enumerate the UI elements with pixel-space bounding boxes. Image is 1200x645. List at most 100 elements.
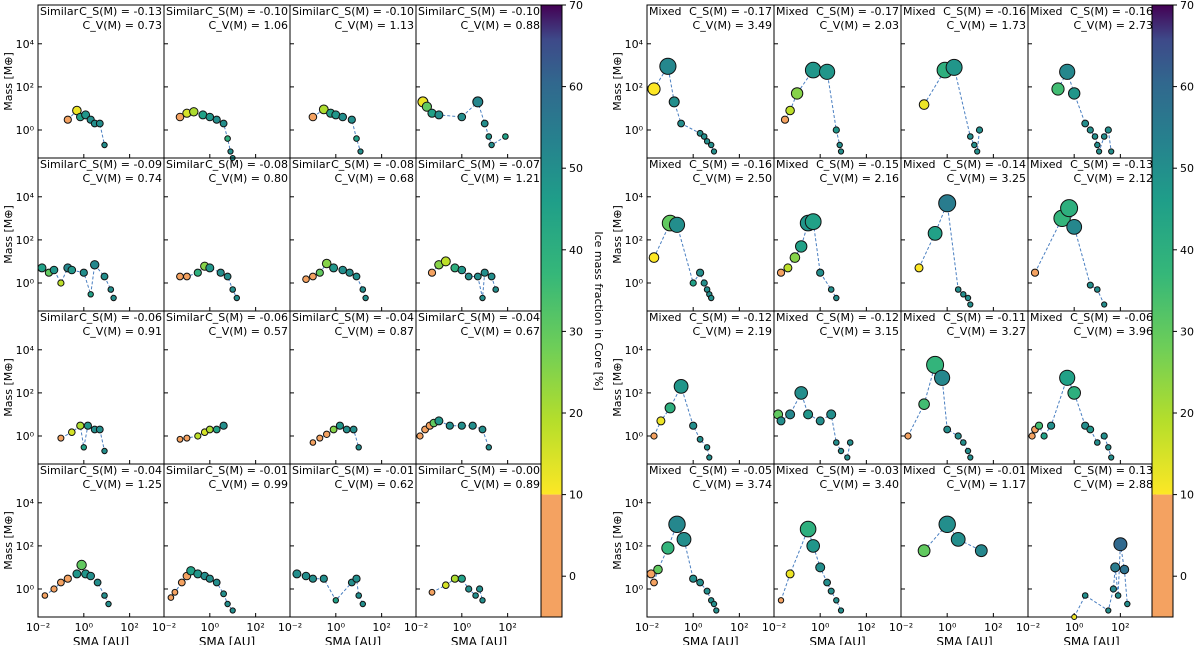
planet-point [785,569,795,579]
colorbar-below-segment [1152,494,1173,617]
colorbar-tick-label: 50 [569,162,583,175]
planet-point [706,454,713,461]
cs-value: C_S(M) = -0.01 [943,464,1026,477]
planet-point [472,592,479,599]
subplot: Mixed C_S(M) = -0.17C_V(M) = 2.03 [773,4,902,159]
planet-point [175,112,185,122]
planet-point [689,421,698,430]
cv-value: C_V(M) = 2.03 [820,19,899,32]
planet-point [1124,600,1131,608]
cv-value: C_V(M) = 0.87 [335,325,414,338]
planet-point [1047,421,1056,430]
planet-point [445,421,454,430]
category-label: Similar [166,311,205,324]
category-label: Mixed [776,311,808,324]
planet-point [194,432,202,440]
planet-point [833,439,840,446]
y-axis-label: Mass [M⊕] [611,52,624,110]
cs-value: C_S(M) = -0.03 [816,464,899,477]
planet-point [943,425,952,434]
planet-point [342,425,351,434]
planet-point [789,252,801,263]
planet-connector-line [918,201,971,305]
cv-value: C_V(M) = 1.21 [461,172,540,185]
cs-value: C_S(M) = -0.08 [205,158,288,171]
planet-point [664,402,676,414]
subplot: Mixed C_S(M) = -0.16C_V(M) = 2.73 [1027,4,1156,159]
planet-point [689,574,698,583]
category-label: Mixed [903,311,935,324]
planet-point [183,434,191,442]
planet-point [673,379,689,394]
planet-point [815,416,825,426]
planet-point [308,112,318,122]
y-tick-label: 10⁴ [625,38,644,51]
cs-value: C_S(M) = -0.12 [689,311,772,324]
category-label: Similar [418,5,457,18]
subplot: Mixed C_S(M) = -0.16C_V(M) = 1.73 [900,4,1029,159]
planet-point [479,294,486,302]
category-label: Similar [166,464,205,477]
planet-point [440,256,451,267]
planet-point [315,268,324,277]
planet-point [229,607,236,614]
planet-point [780,115,790,124]
planet-point [827,587,835,595]
planet-point [1105,444,1112,451]
planet-point [960,439,967,446]
planet-point [308,574,317,583]
planet-point [107,286,115,293]
x-tick-label: 10⁰ [327,621,346,634]
planet-point [212,425,221,434]
planet-point [823,578,831,587]
planet-point [1100,432,1108,440]
cv-value: C_V(M) = 0.73 [83,19,162,32]
planet-point [434,416,444,426]
cv-value: C_V(M) = 0.91 [83,325,162,338]
planet-point [332,597,339,604]
planet-point [934,369,951,386]
cs-value: C_S(M) = -0.12 [816,311,899,324]
category-label: Mixed [776,5,808,18]
category-label: Mixed [649,311,681,324]
cv-value: C_V(M) = 0.57 [209,325,288,338]
x-tick-label: 10⁰ [684,621,703,634]
y-tick-label: 10² [16,387,34,400]
planet-point [316,434,324,442]
category-label: Similar [418,158,457,171]
y-tick-label: 10⁴ [16,38,35,51]
planet-point [352,272,361,281]
planet-point [427,268,437,277]
colorbar-tick-label: 50 [1180,162,1194,175]
planet-point [479,597,486,604]
x-axis-label: SMA [AU] [809,635,865,645]
planet-point [357,148,364,155]
planet-point [177,578,186,587]
planet-point [974,544,988,558]
planet-point [653,564,663,575]
planet-connector-line [923,523,982,552]
cs-value: C_S(M) = -0.01 [205,464,288,477]
planet-point [927,226,943,241]
planet-point [79,268,88,277]
subplot: Mixed C_S(M) = -0.14C_V(M) = 3.25 [900,157,1029,312]
planet-point [1034,421,1044,430]
y-tick-label: 10⁴ [16,497,35,510]
colorbar-tick-label: 10 [569,489,583,502]
colorbar-tick-label: 0 [569,570,576,583]
planet-point [777,597,785,604]
planet-point [68,428,76,437]
x-axis-label: SMA [AU] [1063,635,1119,645]
planet-point [101,141,108,149]
cs-value: C_S(M) = -0.06 [1070,311,1153,324]
y-axis-label: Mass [M⊕] [611,511,624,569]
planet-point [352,574,361,583]
planet-connector-line [780,221,837,299]
planet-point [696,578,704,587]
category-label: Mixed [649,5,681,18]
